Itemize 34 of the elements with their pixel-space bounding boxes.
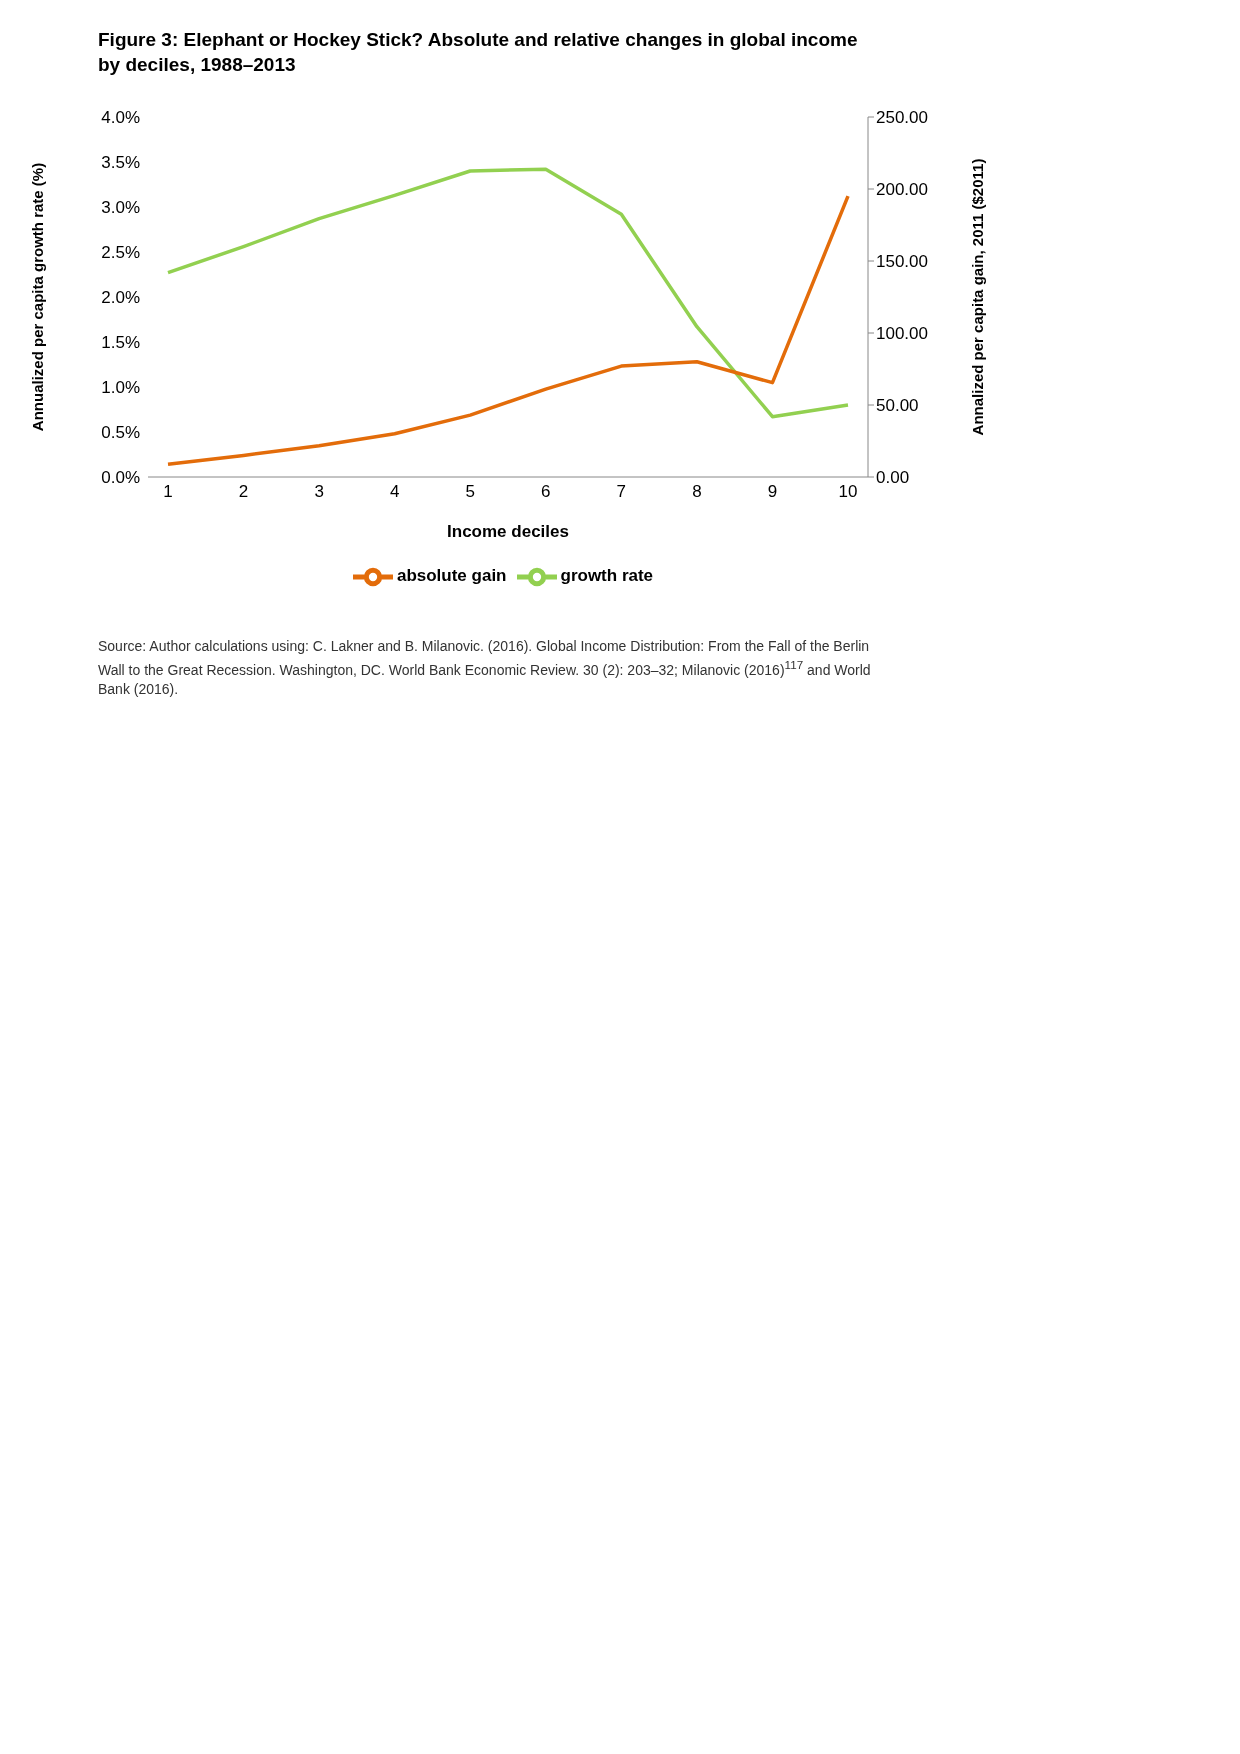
x-tick-label: 4	[389, 482, 400, 502]
x-tick-label: 2	[238, 482, 249, 502]
line-series	[166, 194, 850, 467]
x-tick-label: 3	[314, 482, 324, 502]
y-axis-title: Annualized per capita growth rate (%)	[29, 163, 47, 432]
x-tick-label: 5	[465, 482, 475, 502]
y-tick-label: 1.5%	[101, 333, 140, 353]
y-tick-label: 1.0%	[101, 378, 140, 398]
legend-label: growth rate	[560, 566, 654, 586]
y-tick-label: 2.5%	[101, 243, 140, 263]
x-tick-label: 9	[767, 482, 778, 502]
chart-title: Figure 3: Elephant or Hockey Stick? Absolute and relative changes in global income by deciles, 1988–2013	[98, 28, 859, 77]
x-tick-label: 6	[541, 482, 551, 502]
x-axis-title: Income deciles	[447, 522, 569, 542]
y-tick-label: 3.0%	[101, 198, 140, 218]
y2-axis-title: Annalized per capita gain, 2011 ($2011)	[969, 158, 987, 436]
y-tick-label: 4.0%	[101, 108, 140, 128]
y2-tick-label: 50.00	[876, 396, 919, 416]
x-tick-label: 7	[616, 482, 627, 502]
y2-tick-label: 100.00	[876, 324, 928, 344]
y2-tick-label: 0.00	[876, 468, 910, 488]
x-tick-label: 8	[692, 482, 702, 502]
y2-tick-label: 250.00	[876, 108, 928, 128]
line-series	[166, 167, 850, 419]
y-tick-label: 2.0%	[101, 288, 140, 308]
y2-tick-label: 200.00	[876, 180, 928, 200]
legend-label: absolute gain	[396, 566, 507, 586]
y-tick-label: 0.0%	[101, 468, 140, 488]
y-tick-label: 3.5%	[101, 153, 140, 173]
x-tick-label: 10	[838, 482, 858, 502]
y2-tick-label: 150.00	[876, 252, 928, 272]
text: Source: Author calculations using: C. Lakner and B. Milanovic. (2016). Global Income Distribution: From the Fall of the Berlin Wall to the Great Recession. Washington, DC. World Bank Economic Review. 30 (2): 203–32; Milanovic (2016)$^{117}$ and World Bank (2016).	[98, 638, 871, 698]
y-tick-label: 0.5%	[101, 423, 140, 443]
x-tick-label: 1	[163, 482, 173, 502]
